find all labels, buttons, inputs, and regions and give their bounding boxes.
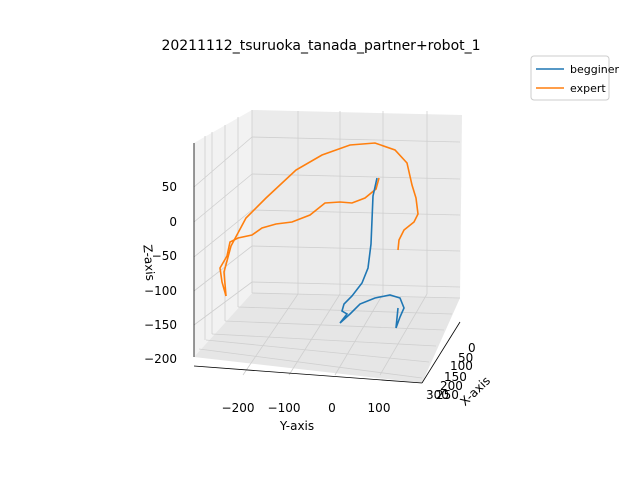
y-axis-ticks: −200 −100 0 100 <box>222 401 391 415</box>
x-axis-line <box>421 321 461 384</box>
z-tick-label: −50 <box>152 249 177 263</box>
grid-z-back <box>251 245 461 252</box>
z-tick-label: 50 <box>162 180 177 194</box>
grid-z-left <box>193 281 253 326</box>
z-axis-ticks: 50 0 −50 −100 −150 −200 <box>144 180 177 366</box>
grid-y-floor <box>242 293 299 376</box>
grid-y-floor <box>379 293 428 376</box>
grid-lines <box>193 110 461 384</box>
chart-title: 20211112_tsuruoka_tanada_partner+robot_1 <box>161 38 480 54</box>
x-tick-label: 200 <box>440 379 463 393</box>
y-tick-label: 100 <box>368 401 391 415</box>
grid-x-floor <box>198 348 423 379</box>
z-axis-label: Z-axis <box>140 244 157 281</box>
x-tick-label: 300 <box>426 388 449 402</box>
z-tick-label: 0 <box>169 215 177 229</box>
grid-z-left <box>193 245 253 292</box>
y-axis-label: Y-axis <box>279 419 314 433</box>
grid-z-back <box>251 136 461 143</box>
grid-z-back <box>251 173 461 180</box>
y-tick-label: 0 <box>328 401 336 415</box>
back-pane <box>252 110 462 298</box>
grid-x-floor <box>251 292 461 299</box>
grid-z-left <box>193 209 253 258</box>
x-tick-label: 0 <box>468 341 476 355</box>
grid-y-floor <box>334 293 384 376</box>
series-line-expert <box>223 142 419 297</box>
legend-label-begginer: begginer <box>570 63 620 76</box>
legend: begginer expert <box>530 55 620 101</box>
grid-z-left <box>193 136 253 188</box>
grid-z-back <box>251 281 461 288</box>
y-tick-label: −200 <box>222 401 255 415</box>
z-tick-label: −150 <box>144 318 177 332</box>
grid-x-floor <box>237 306 453 315</box>
y-tick-label: −100 <box>268 401 301 415</box>
series-lines <box>219 142 419 329</box>
z-tick-label: −100 <box>144 284 177 298</box>
grid-x-floor <box>211 333 437 347</box>
x-tick-label: 150 <box>444 370 467 384</box>
legend-frame <box>530 55 610 101</box>
z-tick-label: −200 <box>144 352 177 366</box>
floor-pane <box>194 293 460 383</box>
grid-z-back <box>251 209 461 216</box>
legend-label-expert: expert <box>570 82 606 95</box>
series-line-expert-lower <box>219 177 380 297</box>
x-tick-label: 100 <box>450 359 473 373</box>
series-line-begginer <box>339 177 405 329</box>
x-tick-label: 50 <box>458 351 473 365</box>
x-tick-label: 250 <box>436 388 459 402</box>
grid-x-floor <box>205 339 430 363</box>
y-axis-line <box>193 365 423 384</box>
grid-x-floor <box>224 320 445 331</box>
grid-z-left <box>193 173 253 223</box>
